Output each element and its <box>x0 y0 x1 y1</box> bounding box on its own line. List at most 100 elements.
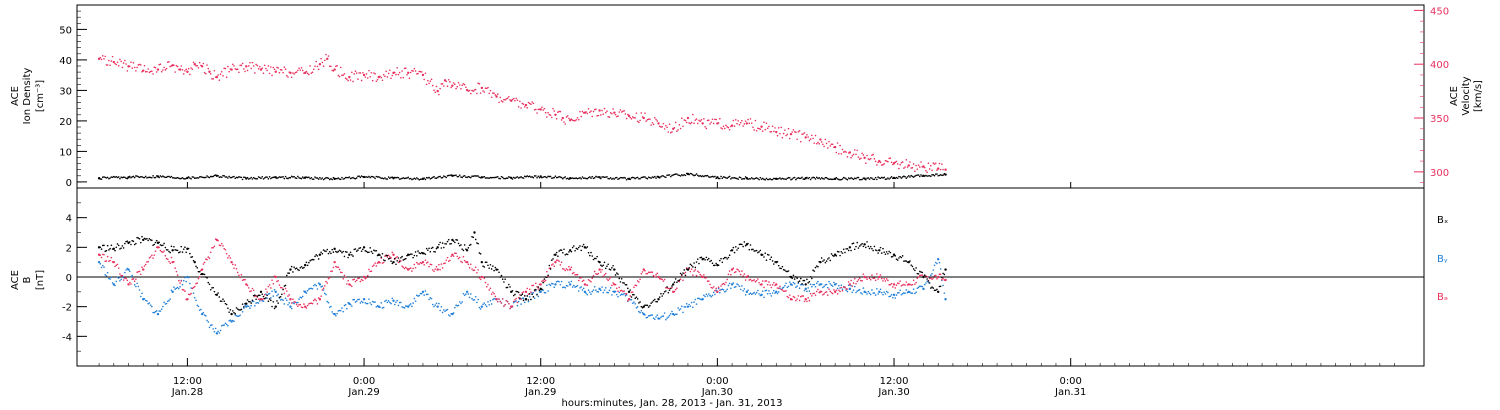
velocity-sample <box>147 68 149 70</box>
bx-sample <box>570 250 573 253</box>
by-sample <box>607 291 609 294</box>
bx-sample <box>739 243 742 246</box>
bz-sample <box>479 278 482 281</box>
bz-sample <box>376 262 379 264</box>
density-sample <box>703 175 705 178</box>
density-sample <box>856 176 859 179</box>
velocity-sample <box>149 70 152 73</box>
density-sample <box>727 176 730 178</box>
velocity-point <box>274 70 277 73</box>
by-sample <box>596 290 598 293</box>
by-sample <box>761 290 764 292</box>
by-sample <box>446 308 449 311</box>
density-sample <box>749 178 752 180</box>
velocity-sample <box>433 89 435 92</box>
density-sample <box>719 177 721 180</box>
bz-sample <box>892 286 894 288</box>
velocity-point <box>642 116 645 120</box>
velocity-sample <box>722 125 725 128</box>
bz-sample <box>493 292 495 295</box>
velocity-sample <box>847 152 850 154</box>
bx-sample <box>244 302 246 305</box>
bz-sample <box>211 247 213 249</box>
velocity-sample <box>694 119 697 121</box>
density-sample <box>698 175 700 177</box>
bz-sample <box>711 287 714 289</box>
by-sample <box>344 303 347 306</box>
bz-sample <box>915 281 917 284</box>
by-sample <box>471 297 473 300</box>
density-sample <box>639 177 641 180</box>
velocity-sample <box>133 66 136 69</box>
by-sample <box>270 297 272 299</box>
density-sample <box>155 175 158 177</box>
density-sample <box>903 175 905 177</box>
velocity-sample <box>146 70 148 73</box>
bz-sample <box>597 272 600 275</box>
bz-sample <box>889 283 892 286</box>
velocity-axis-label-3: [km/s] <box>1473 80 1484 112</box>
bx-sample <box>910 264 913 266</box>
bx-sample <box>671 285 673 287</box>
velocity-sample <box>761 130 764 132</box>
bz-point <box>465 260 469 264</box>
bx-sample <box>903 260 905 262</box>
bz-sample <box>337 266 340 268</box>
velocity-sample <box>261 67 264 69</box>
velocity-sample <box>857 156 860 158</box>
bx-sample <box>932 287 935 289</box>
bz-sample <box>283 292 286 295</box>
density-sample <box>133 176 136 179</box>
by-point <box>200 312 204 316</box>
density-sample <box>624 177 627 179</box>
bx-sample <box>403 258 406 261</box>
by-sample <box>387 300 390 302</box>
density-sample <box>770 178 773 181</box>
velocity-sample <box>755 129 758 132</box>
density-sample <box>466 176 468 179</box>
velocity-sample <box>618 111 621 113</box>
by-sample <box>312 284 315 287</box>
by-sample <box>763 296 765 299</box>
by-sample <box>682 311 684 314</box>
velocity-point <box>156 68 160 71</box>
bx-sample <box>343 255 346 258</box>
velocity-sample <box>921 166 924 168</box>
velocity-sample <box>212 78 214 80</box>
density-sample <box>546 176 548 179</box>
bz-sample <box>100 256 103 259</box>
velocity-sample <box>807 136 809 138</box>
by-sample <box>165 302 168 305</box>
velocity-sample <box>894 161 897 164</box>
by-sample <box>876 287 878 290</box>
velocity-sample <box>892 163 894 166</box>
density-sample <box>710 175 713 178</box>
bz-sample <box>600 271 602 273</box>
by-sample <box>574 286 576 288</box>
density-sample <box>894 177 897 180</box>
bz-sample <box>120 274 122 277</box>
by-sample <box>254 305 256 307</box>
bz-sample <box>934 274 937 277</box>
density-sample <box>650 177 652 179</box>
density-sample <box>769 178 771 180</box>
bx-sample <box>892 255 894 258</box>
bz-sample <box>830 291 833 294</box>
bz-sample <box>769 284 771 286</box>
bx-sample <box>265 297 267 299</box>
density-sample <box>750 177 753 179</box>
velocity-sample <box>412 70 414 72</box>
bz-sample <box>596 273 598 276</box>
density-sample <box>558 175 560 178</box>
bx-sample <box>618 277 621 280</box>
bx-point <box>944 268 947 271</box>
by-sample <box>571 286 574 288</box>
by-sample <box>709 294 711 297</box>
bz-sample <box>499 300 502 303</box>
by-sample <box>325 293 327 296</box>
by-sample <box>866 293 868 295</box>
velocity-sample <box>880 164 883 166</box>
by-sample <box>404 305 407 307</box>
velocity-sample <box>501 101 504 103</box>
density-sample <box>276 177 278 180</box>
